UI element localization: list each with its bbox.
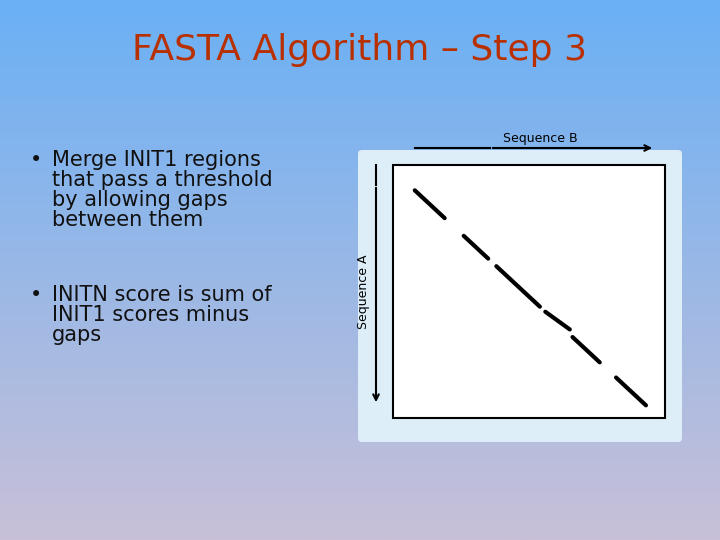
FancyBboxPatch shape	[358, 150, 682, 442]
Text: •: •	[30, 150, 42, 170]
Text: gaps: gaps	[52, 325, 102, 345]
Text: INIT1 scores minus: INIT1 scores minus	[52, 305, 249, 325]
Text: by allowing gaps: by allowing gaps	[52, 190, 228, 210]
Text: between them: between them	[52, 210, 203, 230]
Text: INITN score is sum of: INITN score is sum of	[52, 285, 271, 305]
Text: FASTA Algorithm – Step 3: FASTA Algorithm – Step 3	[132, 33, 588, 67]
Text: that pass a threshold: that pass a threshold	[52, 170, 273, 190]
Text: •: •	[30, 285, 42, 305]
Text: Merge INIT1 regions: Merge INIT1 regions	[52, 150, 261, 170]
Text: Sequence A: Sequence A	[358, 255, 371, 329]
FancyBboxPatch shape	[393, 165, 665, 418]
Text: Sequence B: Sequence B	[503, 132, 577, 145]
